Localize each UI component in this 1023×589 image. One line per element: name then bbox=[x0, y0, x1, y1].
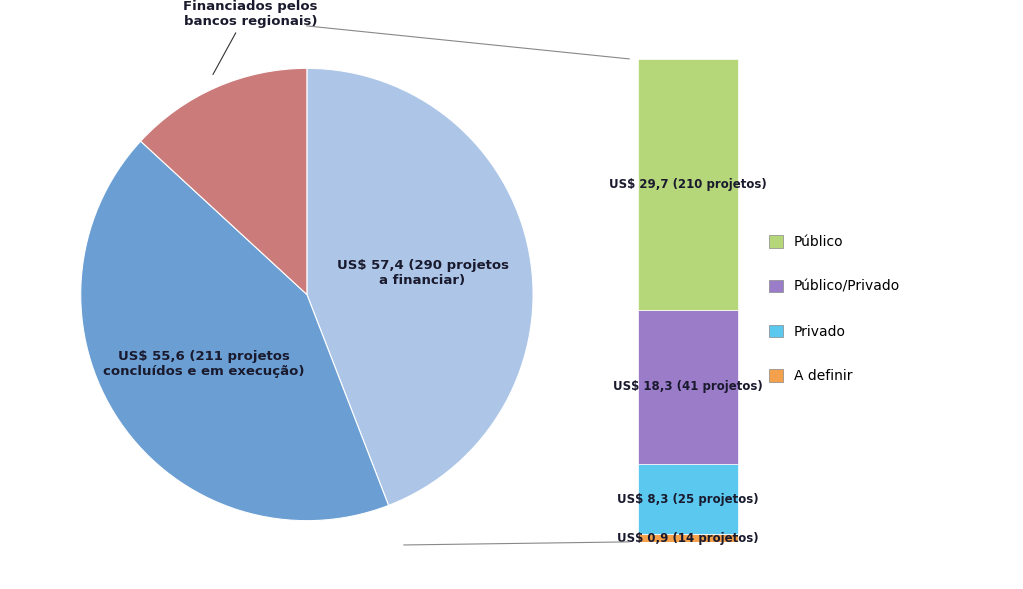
Text: US$ 17,1 (43 projetos
Financiados pelos
bancos regionais): US$ 17,1 (43 projetos Financiados pelos … bbox=[169, 0, 331, 75]
Text: US$ 18,3 (41 projetos): US$ 18,3 (41 projetos) bbox=[613, 380, 763, 393]
Text: US$ 0,9 (14 projetos): US$ 0,9 (14 projetos) bbox=[617, 532, 759, 545]
Bar bbox=[638, 534, 738, 542]
Wedge shape bbox=[140, 68, 307, 294]
Bar bbox=[638, 59, 738, 310]
Text: US$ 55,6 (211 projetos
concluídos e em execução): US$ 55,6 (211 projetos concluídos e em e… bbox=[103, 350, 305, 379]
Text: US$ 57,4 (290 projetos
a financiar): US$ 57,4 (290 projetos a financiar) bbox=[337, 259, 508, 287]
Wedge shape bbox=[81, 141, 389, 521]
Text: US$ 8,3 (25 projetos): US$ 8,3 (25 projetos) bbox=[617, 493, 759, 506]
Legend: Público, Público/Privado, Privado, A definir: Público, Público/Privado, Privado, A def… bbox=[769, 236, 900, 383]
Bar bbox=[638, 464, 738, 534]
Bar bbox=[638, 310, 738, 464]
Text: US$ 29,7 (210 projetos): US$ 29,7 (210 projetos) bbox=[609, 178, 767, 191]
Wedge shape bbox=[307, 68, 533, 505]
